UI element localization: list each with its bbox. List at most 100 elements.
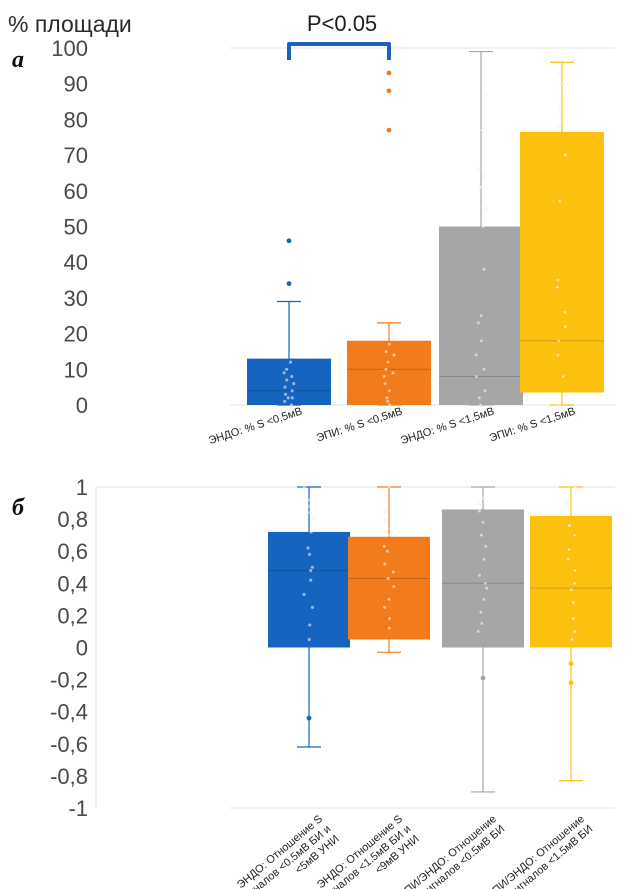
data-point [307, 637, 312, 642]
data-point [302, 485, 307, 489]
data-point [385, 399, 390, 404]
y-tick-label: 30 [64, 286, 88, 311]
data-point [391, 328, 395, 332]
x-category-label: ЭПИ: % S <1,5мВ [488, 405, 577, 444]
x-category-label: ЭПИ: % S <0,5мВ [315, 405, 404, 444]
data-point [310, 565, 315, 570]
data-point [306, 546, 310, 550]
data-point [384, 367, 388, 372]
outlier-point [386, 70, 392, 76]
data-point [308, 578, 313, 582]
data-point [558, 71, 563, 75]
y-tick-label: 1 [76, 475, 88, 500]
data-point [392, 353, 396, 357]
data-point [484, 206, 488, 211]
data-point [556, 353, 560, 357]
data-point [383, 381, 387, 386]
x-category-label: ЭПИ/ЭНДО: ОтношениеS сигналов <0.5мВ БИ [396, 813, 507, 889]
data-point [482, 557, 486, 562]
data-point [481, 224, 486, 229]
data-point [291, 381, 296, 386]
data-point [555, 285, 559, 289]
data-point [479, 610, 483, 614]
data-point [385, 396, 389, 400]
data-point [474, 353, 479, 357]
data-point [561, 89, 565, 93]
data-point [308, 568, 313, 573]
data-point [384, 324, 389, 329]
box-bar [347, 340, 431, 405]
data-point [282, 371, 286, 375]
data-point [387, 485, 391, 489]
data-point [385, 549, 390, 554]
y-tick-label: -0,4 [50, 700, 88, 725]
y-tick-label: 20 [64, 322, 88, 347]
y-tick-label: 0,6 [57, 539, 88, 564]
x-category-label: ЭПИ/ЭНДО: ОтношениеS сигналов <1.5мВ БИ [484, 813, 595, 889]
outlier-point [386, 127, 392, 133]
significance-bracket [287, 42, 391, 60]
y-tick-label: -0,8 [50, 764, 88, 789]
data-point [382, 544, 387, 549]
data-point [564, 501, 569, 505]
data-point [479, 185, 483, 190]
data-point [483, 544, 488, 549]
data-point [306, 504, 311, 509]
panel-a-chart: 0 10 20 30 40 50 60 70 80 90 100 ЭНДО: % S <0,5мВ ЭП… [51, 36, 615, 447]
data-point [561, 374, 565, 379]
outlier-point [286, 238, 292, 244]
data-point [382, 374, 387, 379]
data-point [290, 396, 295, 400]
data-point [391, 570, 396, 574]
data-point [483, 388, 487, 393]
data-point [391, 584, 396, 589]
x-category-label-line: ЭНДО: % S <0,5мВ [207, 405, 304, 447]
data-point [479, 621, 484, 626]
y-tick-label: 80 [64, 107, 88, 132]
x-category-label-line: ЭПИ: % S <1,5мВ [488, 405, 577, 444]
data-point [560, 81, 564, 86]
data-point [283, 385, 287, 389]
data-point [481, 520, 485, 525]
data-point [481, 174, 486, 179]
data-point [391, 335, 396, 339]
data-point [474, 374, 479, 379]
outlier-point [480, 675, 486, 681]
box-bar [442, 509, 524, 648]
data-point [563, 324, 568, 329]
y-tick-label: 50 [64, 215, 88, 240]
data-point [572, 512, 576, 517]
data-point [479, 533, 484, 537]
y-tick-label: 10 [64, 357, 88, 382]
data-point [567, 523, 572, 528]
data-point [557, 338, 561, 343]
data-point [306, 498, 310, 502]
y-tick-label: 100 [51, 36, 88, 61]
data-point [570, 637, 574, 642]
data-point [479, 313, 483, 318]
data-point [387, 403, 392, 407]
data-point [557, 403, 562, 407]
data-point [386, 360, 390, 364]
data-point [384, 493, 389, 497]
x-category-label: ЭНДО: % S <1,5мВ [399, 405, 496, 447]
data-point [386, 576, 390, 581]
box-bar [520, 131, 604, 393]
outlier-point [568, 661, 574, 666]
data-point [563, 310, 567, 314]
data-point [557, 124, 561, 129]
data-point [476, 629, 480, 634]
y-tick-label: -1 [68, 796, 88, 821]
data-point [310, 605, 315, 610]
data-point [289, 403, 294, 407]
data-point [382, 605, 387, 610]
data-point [477, 396, 482, 400]
data-point [309, 530, 313, 534]
y-tick-label: -0,2 [50, 668, 88, 693]
x-category-label: ЭНДО: % S <0,5мВ [207, 405, 304, 447]
data-point [383, 518, 388, 523]
outlier-point [286, 281, 292, 287]
outlier-point [568, 680, 574, 686]
y-tick-label: 0 [76, 636, 88, 661]
